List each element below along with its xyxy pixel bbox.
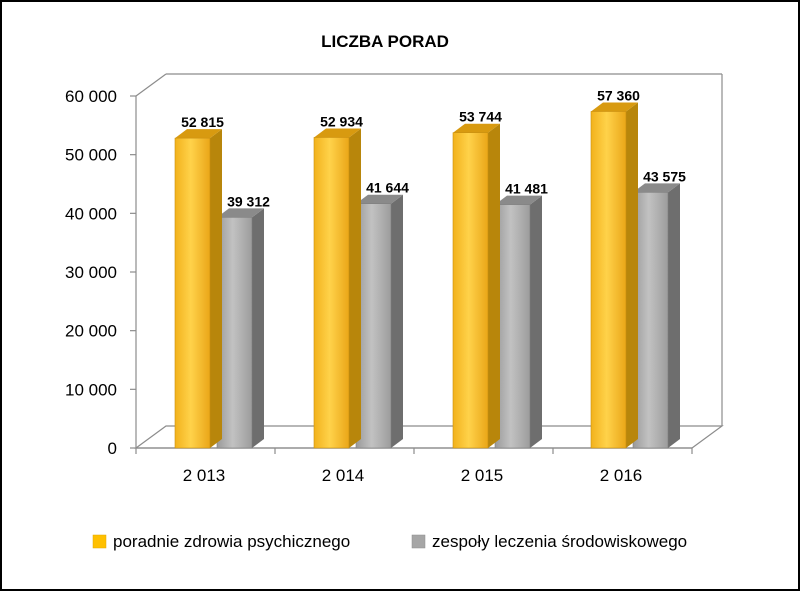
bar-top-face	[217, 208, 264, 218]
data-label-zespoly: 41 481	[505, 181, 548, 197]
bar-top-face	[314, 128, 361, 138]
bar-poradnie	[174, 129, 222, 449]
back-wall-left-edge	[135, 73, 167, 97]
y-axis-ticks: 0 10 000 20 000 30 000 40 000 50 000 60 000	[65, 87, 136, 458]
x-tick-label: 2 014	[322, 466, 365, 485]
data-label-zespoly: 41 644	[366, 180, 409, 196]
x-axis-ticks: 2 013 2 014 2 015 2 016	[135, 448, 693, 485]
data-label-zespoly: 39 312	[227, 193, 270, 209]
y-tick-label: 50 000	[65, 146, 117, 165]
bar-side-face	[626, 102, 638, 448]
bar-front-face	[632, 192, 669, 449]
x-tick-label: 2 013	[183, 466, 226, 485]
bar-zespoly	[216, 208, 264, 449]
bar-front-face	[174, 137, 211, 449]
bar-side-face	[530, 195, 542, 448]
bar-top-face	[175, 129, 222, 139]
bar-side-face	[210, 129, 222, 449]
bar-side-face	[349, 128, 361, 449]
bar-poradnie	[590, 102, 638, 449]
bar-side-face	[668, 183, 680, 449]
y-tick-label: 30 000	[65, 263, 117, 282]
bar-zespoly	[494, 195, 542, 449]
legend-label-zespoly: zespoły leczenia środowiskowego	[432, 532, 687, 551]
data-labels: 52 815 52 934 53 744 57 360 39 312 41 644 41 4…	[181, 87, 686, 209]
bar-front-face	[452, 132, 489, 449]
bar-front-face	[216, 217, 253, 449]
data-label-poradnie: 52 934	[320, 113, 363, 129]
bar-top-face	[591, 102, 638, 112]
bar-poradnie	[313, 128, 361, 449]
x-tick-label: 2 015	[461, 466, 504, 485]
y-tick-label: 60 000	[65, 87, 117, 106]
y-tick-label: 20 000	[65, 322, 117, 341]
bar-zespoly	[632, 183, 680, 449]
bar-zespoly	[355, 194, 403, 449]
bar-series	[174, 102, 680, 449]
bar-top-face	[356, 194, 403, 204]
bar-side-face	[391, 194, 403, 448]
data-label-poradnie: 57 360	[597, 87, 640, 103]
bar-top-face	[495, 195, 542, 205]
bar-front-face	[494, 204, 531, 449]
bar-top-face	[633, 183, 680, 193]
bar-front-face	[355, 203, 392, 449]
legend-swatch-zespoly	[411, 534, 426, 549]
bar-top-face	[453, 123, 500, 133]
data-label-poradnie: 53 744	[459, 109, 502, 125]
legend: poradnie zdrowia psychicznego zespoły le…	[92, 532, 687, 551]
legend-swatch-poradnie	[92, 534, 107, 549]
bar-side-face	[488, 123, 500, 448]
bar-poradnie	[452, 123, 500, 449]
bar-front-face	[313, 137, 350, 449]
y-tick-label: 40 000	[65, 204, 117, 223]
y-tick-label: 0	[108, 439, 117, 458]
data-label-zespoly: 43 575	[643, 168, 686, 184]
chart-title: LICZBA PORAD	[321, 32, 449, 51]
bar-side-face	[252, 208, 264, 448]
data-label-poradnie: 52 815	[181, 114, 224, 130]
legend-label-poradnie: poradnie zdrowia psychicznego	[113, 532, 350, 551]
bar-front-face	[590, 111, 627, 449]
x-tick-label: 2 016	[600, 466, 643, 485]
y-tick-label: 10 000	[65, 380, 117, 399]
